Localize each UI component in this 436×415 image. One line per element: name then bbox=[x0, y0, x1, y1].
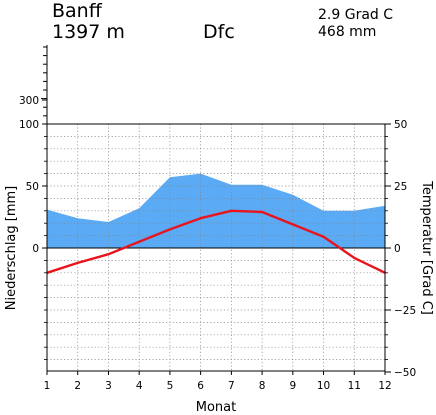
x-tick-label: 8 bbox=[259, 380, 266, 392]
x-tick-label: 11 bbox=[348, 380, 361, 392]
left-tick-label: 100 bbox=[19, 119, 39, 131]
x-tick-label: 6 bbox=[197, 380, 204, 392]
x-tick-label: 3 bbox=[105, 380, 112, 392]
x-tick-label: 10 bbox=[317, 380, 330, 392]
right-tick-label: −50 bbox=[394, 367, 416, 379]
x-tick-label: 9 bbox=[289, 380, 296, 392]
x-tick-label: 4 bbox=[136, 380, 143, 392]
right-axis-label: Temperatur [Grad C] bbox=[419, 180, 434, 315]
precipitation-area bbox=[47, 173, 385, 248]
temperature-line bbox=[46, 209, 386, 274]
left-tick-label: 0 bbox=[32, 243, 39, 255]
left-tick-label: 300 bbox=[19, 95, 39, 107]
annual-temperature: 2.9 Grad C bbox=[318, 7, 393, 23]
annual-precipitation: 468 mm bbox=[318, 24, 376, 40]
station-name: Banff bbox=[52, 0, 103, 22]
right-tick-label: 0 bbox=[394, 243, 401, 255]
left-axis-label: Niederschlag [mm] bbox=[4, 186, 19, 311]
x-tick-label: 2 bbox=[74, 380, 81, 392]
x-tick-label: 1 bbox=[44, 380, 51, 392]
climate-class: Dfc bbox=[203, 21, 235, 43]
x-tick-label: 5 bbox=[167, 380, 174, 392]
right-tick-label: −25 bbox=[394, 305, 416, 317]
x-axis-label: Monat bbox=[196, 400, 236, 415]
left-tick-label: 50 bbox=[26, 181, 39, 193]
station-elevation: 1397 m bbox=[52, 21, 125, 43]
x-tick-label: 7 bbox=[228, 380, 235, 392]
x-tick-label: 12 bbox=[378, 380, 391, 392]
right-tick-label: 25 bbox=[394, 181, 407, 193]
right-tick-label: 50 bbox=[394, 119, 407, 131]
